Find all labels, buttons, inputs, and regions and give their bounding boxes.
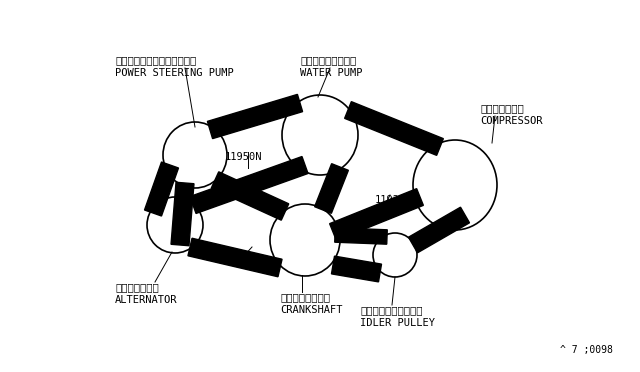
Text: ALTERNATOR: ALTERNATOR	[115, 295, 177, 305]
Polygon shape	[330, 189, 423, 240]
Text: 11950N: 11950N	[225, 152, 262, 162]
Text: WATER PUMP: WATER PUMP	[300, 68, 362, 78]
Polygon shape	[211, 172, 289, 220]
Polygon shape	[171, 182, 194, 246]
Polygon shape	[335, 228, 387, 244]
Text: ^ 7 ;0098: ^ 7 ;0098	[560, 345, 613, 355]
Text: アイドラー　プーリー: アイドラー プーリー	[360, 305, 422, 315]
Polygon shape	[345, 102, 444, 155]
Text: パワーステアリング　ポンプ: パワーステアリング ポンプ	[115, 55, 196, 65]
Text: IDLER PULLEY: IDLER PULLEY	[360, 318, 435, 328]
Polygon shape	[315, 164, 348, 213]
Text: コンプレッサー: コンプレッサー	[480, 103, 524, 113]
Polygon shape	[145, 162, 179, 216]
Text: 11920N: 11920N	[375, 195, 413, 205]
Polygon shape	[188, 238, 282, 277]
Text: クランクシャフト: クランクシャフト	[280, 292, 330, 302]
Polygon shape	[332, 256, 381, 282]
Text: オルタネーター: オルタネーター	[115, 282, 159, 292]
Text: ウォーター　ポンプ: ウォーター ポンプ	[300, 55, 356, 65]
Text: 11720N: 11720N	[228, 258, 266, 268]
Text: CRANKSHAFT: CRANKSHAFT	[280, 305, 342, 315]
Polygon shape	[408, 207, 470, 253]
Polygon shape	[207, 94, 303, 139]
Text: POWER STEERING PUMP: POWER STEERING PUMP	[115, 68, 234, 78]
Text: COMPRESSOR: COMPRESSOR	[480, 116, 543, 126]
Polygon shape	[190, 157, 308, 214]
